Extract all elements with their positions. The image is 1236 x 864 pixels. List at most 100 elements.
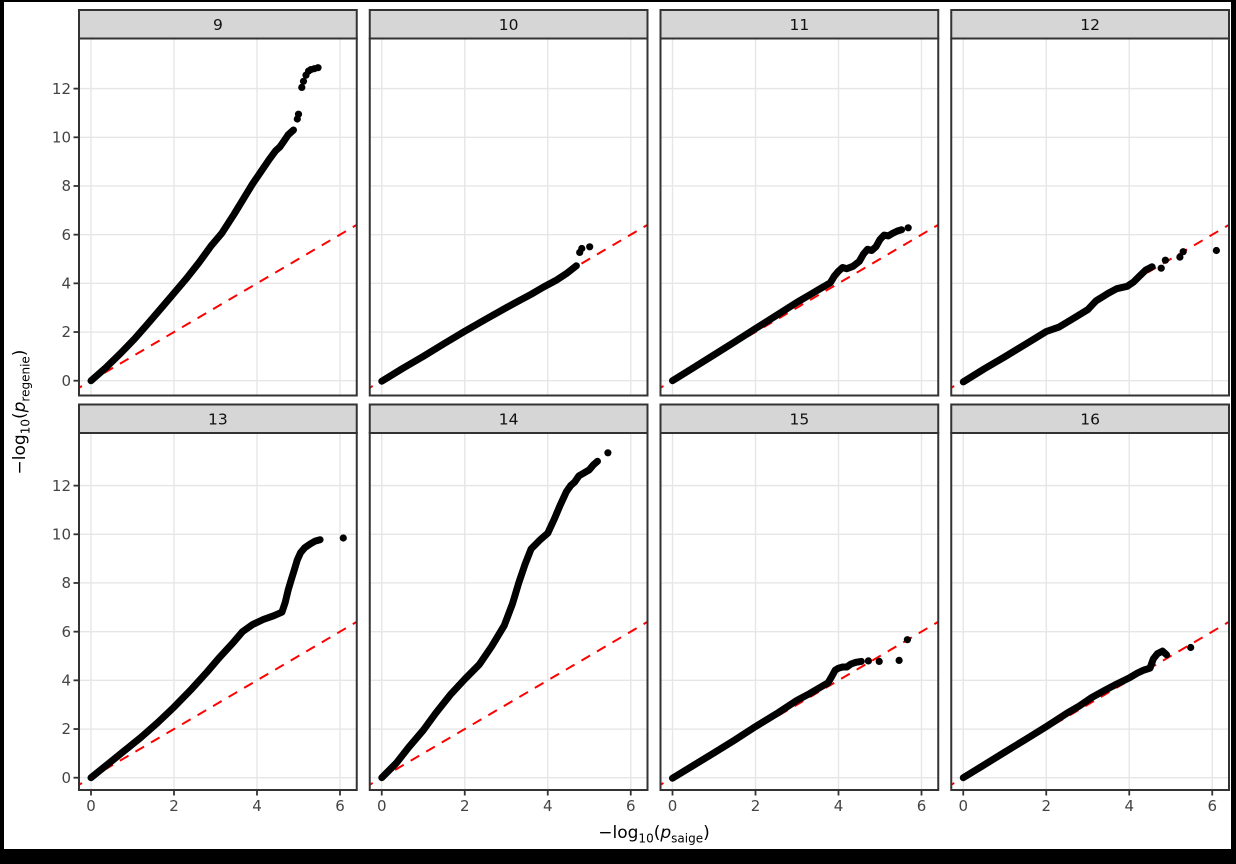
panel-grid [660,38,939,396]
x-title-method-sub: saige [671,831,704,846]
panel-grid [369,433,648,790]
x-axis-ticks: 0 2 4 6 [668,790,927,815]
facet-strip-label: 15 [790,410,810,428]
x-tick-label: 6 [335,797,345,815]
facet-strip [78,9,358,40]
x-tick-label: 2 [460,797,470,815]
y-title-open-paren: ( [10,412,30,419]
y-tick-label: 4 [61,672,71,690]
x-tick-label: 4 [834,797,844,815]
y-title-close-paren: ) [10,349,30,357]
y-title-method-sub: regenie [18,356,33,402]
x-tick-label: 0 [86,797,96,815]
y-tick-label: 2 [61,720,71,738]
x-tick-label: 0 [377,797,387,815]
x-tick-label: 2 [751,797,761,815]
qq-curve [87,126,297,385]
qq-curve [959,647,1171,782]
x-tick-label: 6 [626,797,636,815]
qq-curve [669,657,865,782]
x-axis-title: −log10(psaige) [598,823,710,846]
x-tick-label: 6 [1207,797,1217,815]
panel-grid [79,38,357,396]
panel-grid [951,38,1229,396]
outlier-points [576,243,594,256]
y-title-neglog: −log [10,434,30,475]
y-title-pvar: p [10,401,30,413]
y-axis-title: −log10(pregenie) [10,349,33,475]
panel-11: 11 [659,9,940,397]
outlier-points [1157,246,1220,272]
qq-curve [87,536,324,782]
qq-curve [669,226,906,385]
panel-grid [660,433,939,790]
outlier-points [604,449,612,457]
y-tick-label: 2 [61,323,71,341]
y-title-logbase: 10 [18,419,33,435]
y-tick-label: 0 [61,769,71,787]
identity-reference-line [369,620,648,786]
panel-grid [369,38,648,396]
y-tick-label: 12 [52,477,71,495]
identity-reference-line [79,223,357,389]
y-tick-label: 10 [52,129,71,147]
facet-strip-label: 10 [499,16,519,34]
x-tick-label: 0 [668,797,678,815]
x-tick-label: 4 [252,797,262,815]
x-tick-label: 2 [1041,797,1051,815]
panel-10: 10 [368,9,649,397]
x-tick-label: 4 [543,797,553,815]
facet-strip-label: 11 [790,16,810,34]
outlier-points [904,224,912,232]
panel-9: 9 0 2 4 6 8 10 12 [52,9,358,397]
panel-14: 14 0 2 4 6 [368,403,649,815]
x-tick-label: 6 [917,797,927,815]
y-tick-label: 6 [61,226,71,244]
panel-grid [79,433,357,790]
panel-13: 13 0 2 4 6 0 2 4 6 8 10 12 [52,403,358,815]
x-tick-label: 2 [169,797,179,815]
facet-strip-label: 12 [1080,16,1100,34]
x-axis-ticks: 0 2 4 6 [86,790,345,815]
x-title-logbase: 10 [638,831,654,846]
y-tick-label: 10 [52,526,71,544]
x-title-neglog: −log [598,823,639,843]
y-tick-label: 6 [61,623,71,641]
x-title-open-paren: ( [653,823,661,843]
facet-strip [950,9,1230,40]
panel-16: 16 0 2 4 6 [950,403,1230,815]
x-title-close-paren: ) [703,823,710,843]
y-axis-ticks: 0 2 4 6 8 10 12 [52,477,79,787]
x-axis-ticks: 0 2 4 6 [958,790,1217,815]
facet-strip [368,9,649,40]
facet-strip-label: 16 [1080,410,1100,428]
panel-12: 12 [950,9,1230,397]
facet-strip [78,403,358,434]
facet-strip-label: 14 [499,410,519,428]
outlier-points [1187,643,1195,652]
outlier-points [339,534,347,542]
x-tick-label: 4 [1124,797,1134,815]
y-tick-label: 12 [52,80,71,98]
outlier-points [864,636,912,666]
y-tick-label: 4 [61,275,71,293]
facet-strip [950,403,1230,434]
qq-curve [378,262,580,385]
outlier-points [293,64,322,123]
facet-strip-label: 13 [208,410,228,428]
y-axis-ticks: 0 2 4 6 8 10 12 [52,80,79,390]
y-tick-label: 8 [61,574,71,592]
x-title-pvar: p [660,823,672,843]
panel-15: 15 0 2 4 6 [659,403,940,815]
facet-strip [368,403,649,434]
qq-curve [378,457,601,782]
y-tick-label: 8 [61,177,71,195]
facet-strip-label: 9 [213,16,223,34]
x-tick-label: 0 [958,797,968,815]
facet-strip [659,9,940,40]
qq-curve [959,263,1156,386]
x-axis-ticks: 0 2 4 6 [377,790,636,815]
facet-strip [659,403,940,434]
